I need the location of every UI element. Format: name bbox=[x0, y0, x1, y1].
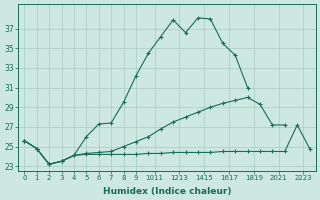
X-axis label: Humidex (Indice chaleur): Humidex (Indice chaleur) bbox=[103, 187, 231, 196]
